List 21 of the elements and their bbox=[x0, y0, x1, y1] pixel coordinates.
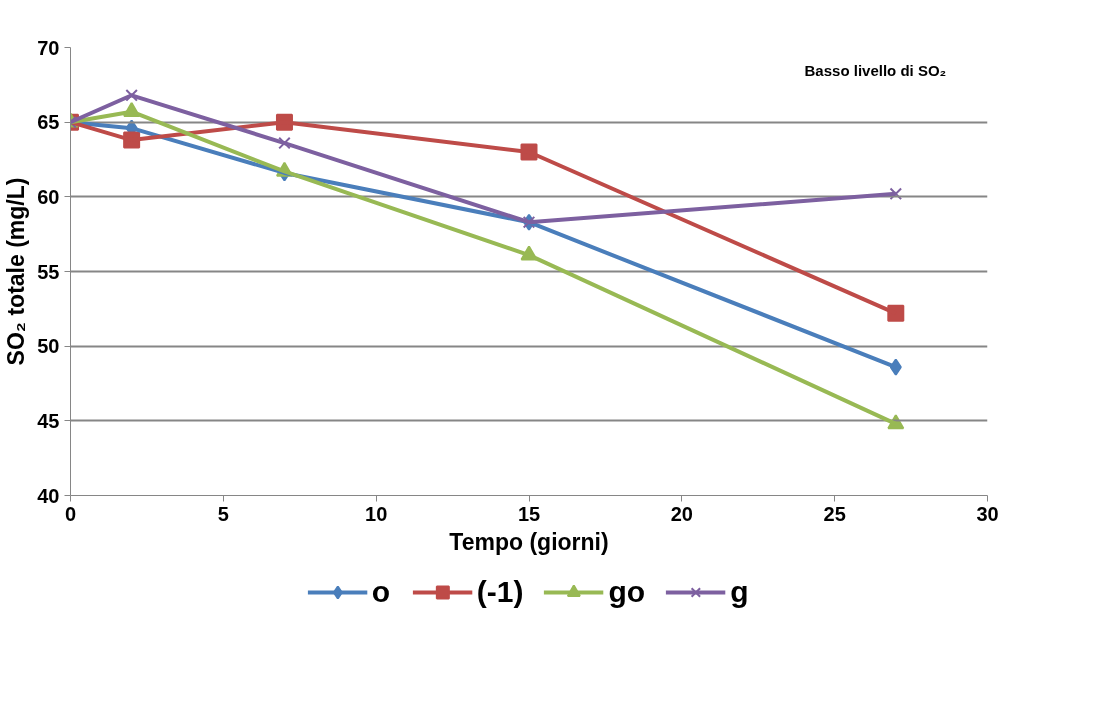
legend-label: go bbox=[608, 575, 646, 609]
legend-label: o bbox=[371, 575, 392, 609]
legend-label: g bbox=[730, 575, 750, 609]
x-axis-title: Tempo (giorni) bbox=[449, 528, 609, 555]
x-tick-label: 0 bbox=[64, 502, 77, 525]
y-tick-label: 40 bbox=[37, 484, 60, 507]
x-tick-label: 20 bbox=[670, 502, 693, 525]
y-tick-label: 45 bbox=[37, 409, 60, 432]
y-axis-title: SO₂ totale (mg/L) bbox=[3, 177, 30, 366]
x-tick-label: 10 bbox=[365, 502, 388, 525]
legend-label: (-1) bbox=[476, 575, 524, 609]
y-tick-label: 60 bbox=[37, 185, 60, 208]
y-tick-label: 65 bbox=[37, 111, 60, 134]
annotation: Basso livello di SO₂ bbox=[804, 61, 947, 79]
x-tick-label: 25 bbox=[823, 502, 846, 525]
y-tick-label: 70 bbox=[37, 36, 60, 59]
y-tick-label: 55 bbox=[37, 260, 60, 283]
x-tick-label: 30 bbox=[976, 502, 999, 525]
x-tick-label: 5 bbox=[217, 502, 229, 525]
x-tick-label: 15 bbox=[517, 502, 541, 525]
y-tick-label: 50 bbox=[37, 335, 60, 358]
